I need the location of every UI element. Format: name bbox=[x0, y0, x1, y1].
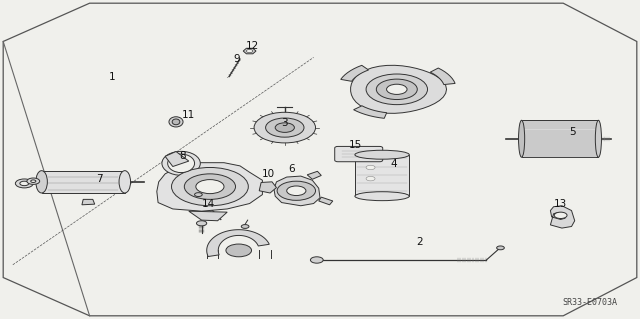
Ellipse shape bbox=[518, 120, 525, 157]
Circle shape bbox=[497, 246, 504, 250]
Circle shape bbox=[20, 181, 29, 186]
Text: 3: 3 bbox=[282, 118, 288, 128]
Polygon shape bbox=[550, 206, 575, 228]
Polygon shape bbox=[353, 106, 387, 118]
Circle shape bbox=[172, 167, 248, 206]
Circle shape bbox=[196, 180, 224, 194]
Text: 15: 15 bbox=[349, 140, 362, 150]
Circle shape bbox=[387, 84, 407, 94]
Circle shape bbox=[195, 193, 202, 197]
Circle shape bbox=[27, 178, 40, 184]
Ellipse shape bbox=[168, 154, 195, 173]
Ellipse shape bbox=[595, 120, 602, 157]
Circle shape bbox=[310, 257, 323, 263]
Polygon shape bbox=[319, 197, 333, 205]
Polygon shape bbox=[259, 182, 276, 193]
Text: 2: 2 bbox=[416, 237, 422, 248]
Polygon shape bbox=[42, 171, 125, 193]
Circle shape bbox=[254, 112, 316, 143]
Text: 4: 4 bbox=[390, 159, 397, 169]
Circle shape bbox=[366, 74, 428, 105]
Circle shape bbox=[15, 179, 33, 188]
Text: 1: 1 bbox=[109, 71, 115, 82]
Circle shape bbox=[31, 180, 36, 182]
Text: 14: 14 bbox=[202, 199, 214, 209]
Circle shape bbox=[196, 221, 207, 226]
Polygon shape bbox=[307, 171, 321, 179]
Circle shape bbox=[366, 165, 375, 170]
Polygon shape bbox=[522, 120, 598, 157]
FancyBboxPatch shape bbox=[335, 146, 383, 162]
Polygon shape bbox=[351, 65, 447, 113]
Circle shape bbox=[246, 49, 253, 53]
Text: 10: 10 bbox=[262, 169, 275, 179]
Text: 7: 7 bbox=[96, 174, 102, 184]
Ellipse shape bbox=[172, 119, 180, 125]
Text: 12: 12 bbox=[246, 41, 259, 51]
Circle shape bbox=[376, 79, 417, 100]
Polygon shape bbox=[355, 155, 410, 196]
Circle shape bbox=[277, 181, 316, 200]
Text: 9: 9 bbox=[234, 54, 240, 64]
Ellipse shape bbox=[355, 192, 410, 201]
Text: SR33-E0703A: SR33-E0703A bbox=[563, 298, 618, 307]
Polygon shape bbox=[430, 68, 455, 85]
Polygon shape bbox=[243, 48, 256, 54]
Polygon shape bbox=[207, 230, 269, 256]
Polygon shape bbox=[274, 176, 320, 206]
Text: 8: 8 bbox=[179, 151, 186, 161]
Ellipse shape bbox=[162, 152, 200, 175]
Circle shape bbox=[275, 123, 294, 132]
Polygon shape bbox=[157, 163, 262, 211]
Circle shape bbox=[226, 244, 252, 257]
Ellipse shape bbox=[169, 117, 183, 127]
Circle shape bbox=[554, 212, 567, 219]
Text: 11: 11 bbox=[182, 110, 195, 120]
Text: 13: 13 bbox=[554, 199, 566, 209]
Ellipse shape bbox=[36, 171, 47, 193]
Polygon shape bbox=[82, 199, 95, 205]
Ellipse shape bbox=[119, 171, 131, 193]
Text: 6: 6 bbox=[288, 164, 294, 174]
Circle shape bbox=[366, 176, 375, 181]
Circle shape bbox=[184, 174, 236, 199]
Polygon shape bbox=[165, 152, 189, 167]
Circle shape bbox=[241, 225, 249, 228]
Ellipse shape bbox=[355, 150, 410, 159]
Text: 5: 5 bbox=[570, 127, 576, 137]
Polygon shape bbox=[189, 211, 227, 221]
Circle shape bbox=[287, 186, 306, 196]
Polygon shape bbox=[340, 65, 369, 81]
Circle shape bbox=[266, 118, 304, 137]
